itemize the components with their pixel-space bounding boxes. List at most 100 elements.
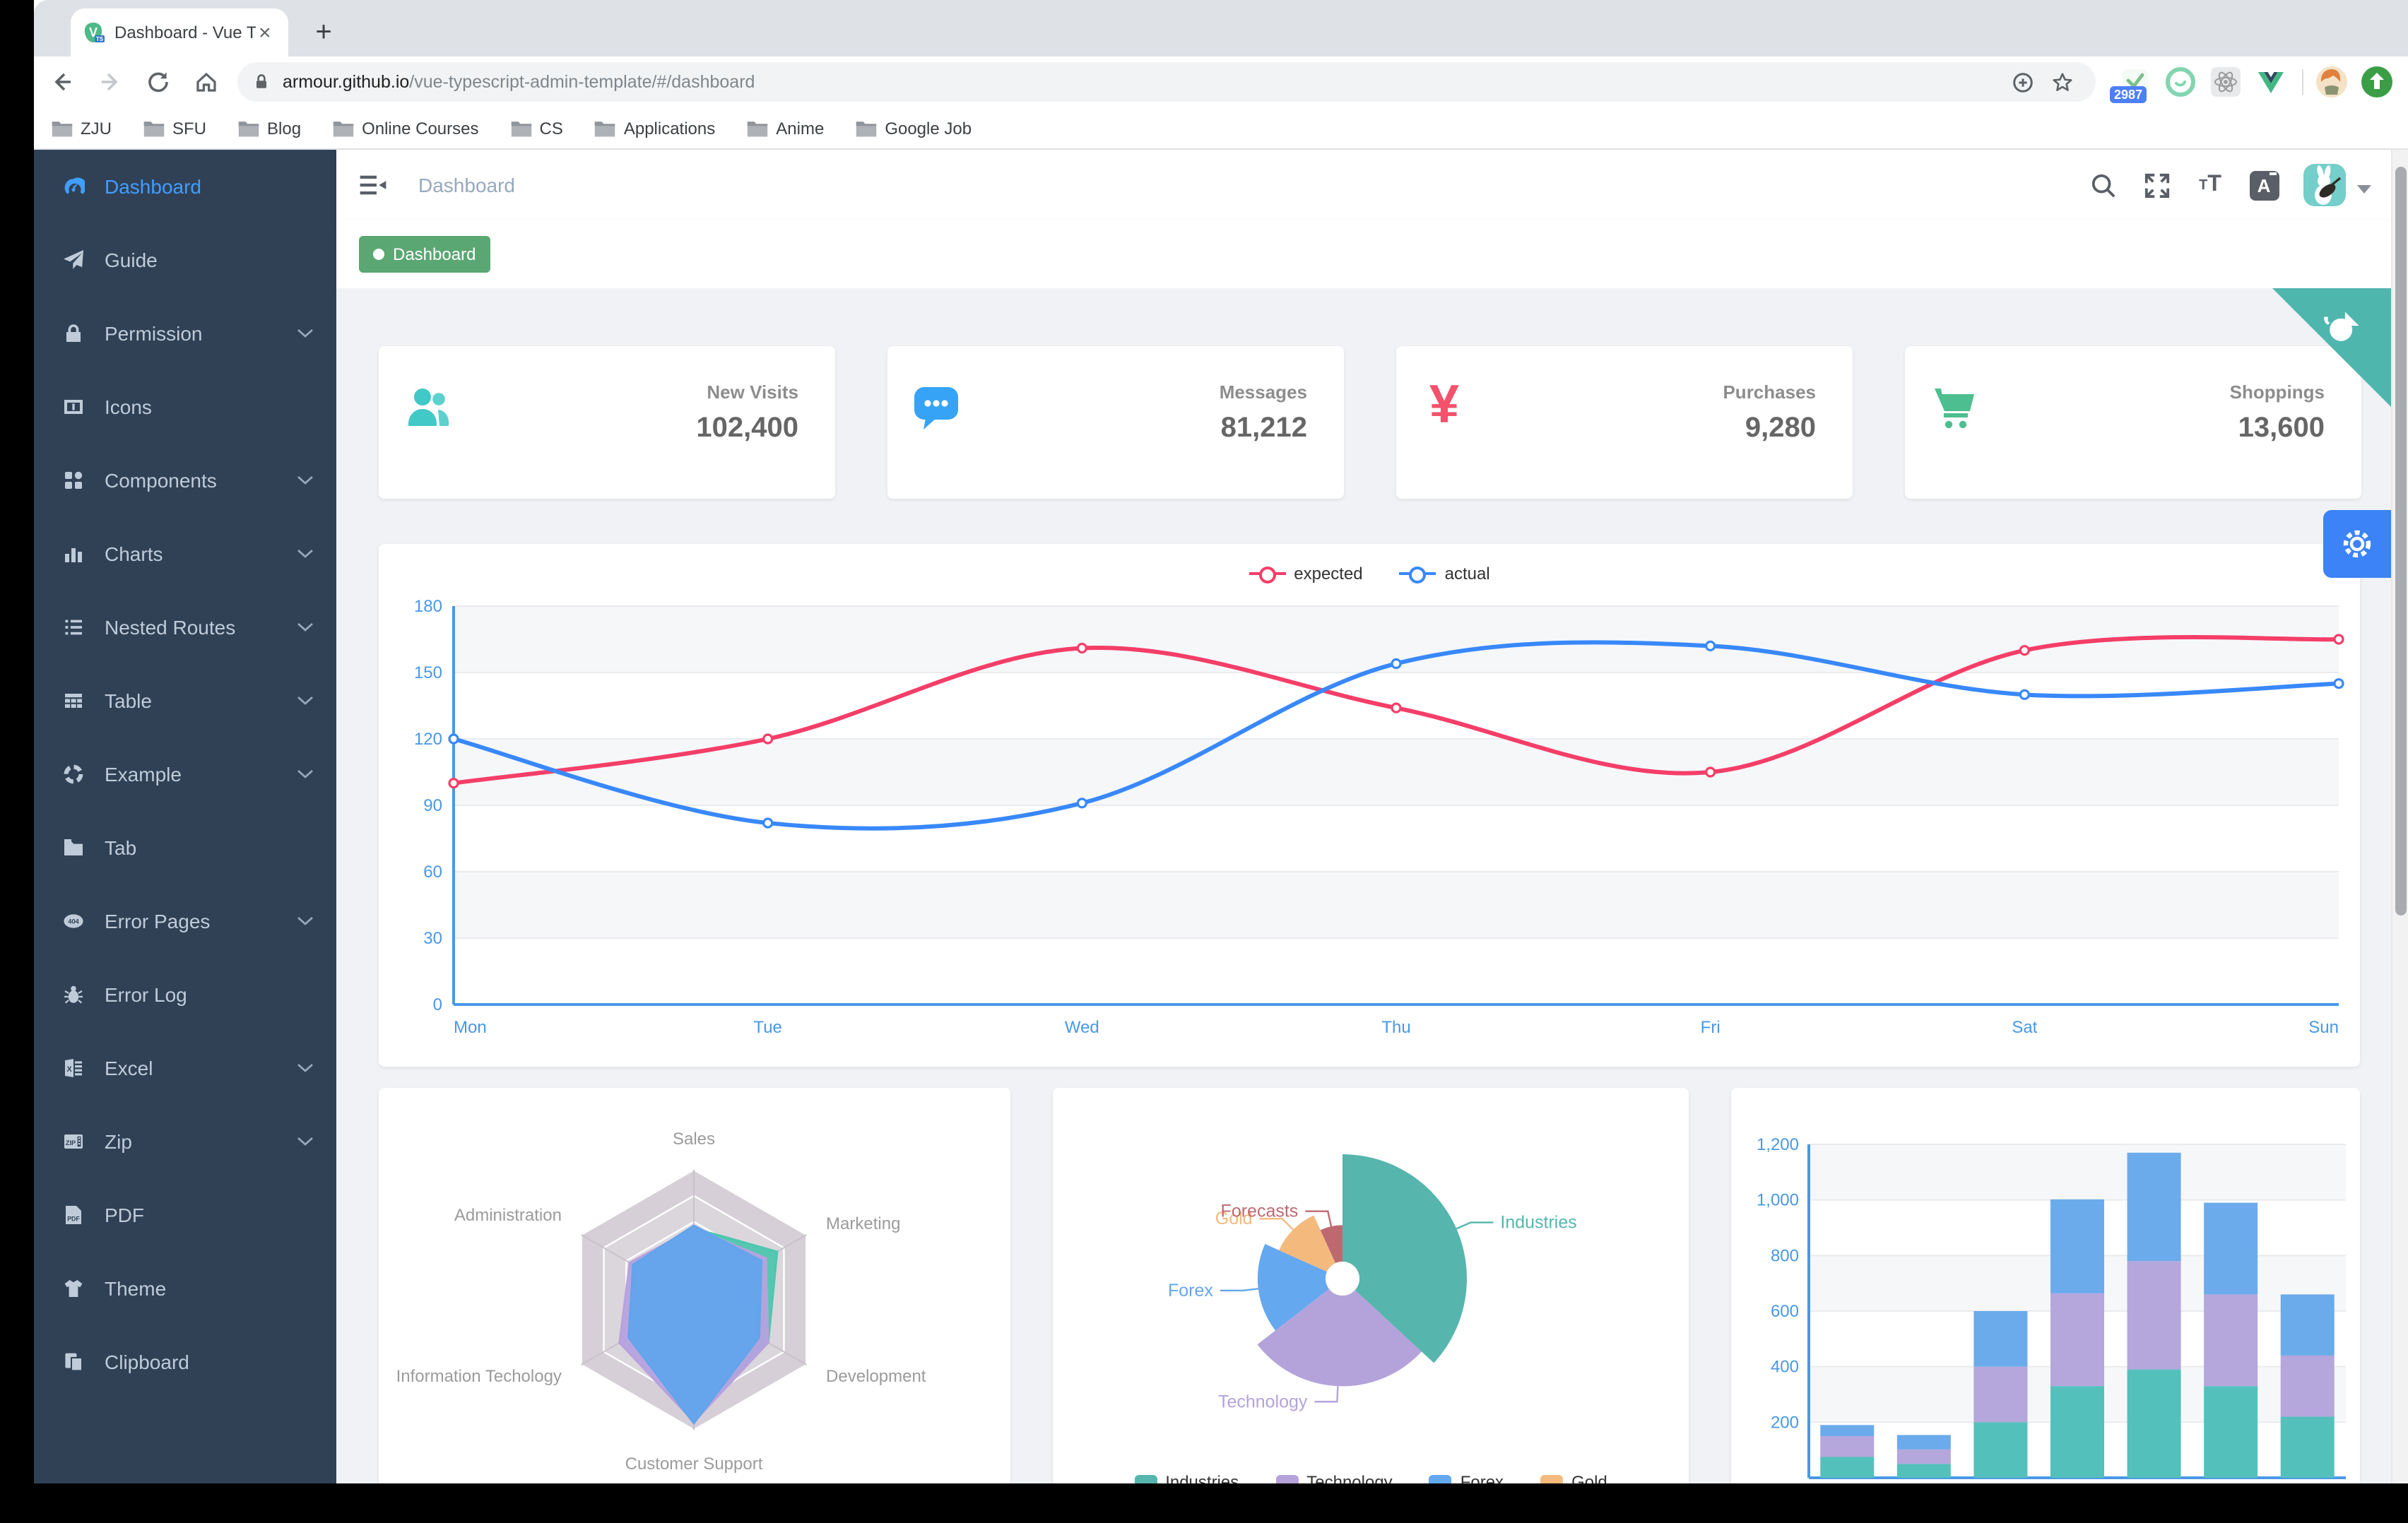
theme-icon (64, 1280, 83, 1297)
stat-value: 9,280 (1745, 413, 1816, 444)
sidebar-item-icons[interactable]: Icons (34, 370, 336, 444)
tab-icon (64, 839, 83, 855)
sidebar-item-example[interactable]: Example (34, 737, 336, 811)
svg-text:ZIP: ZIP (66, 1139, 76, 1146)
chevron-down-icon (297, 549, 313, 558)
legend-label: Gold (1571, 1472, 1607, 1483)
sidebar-item-label: Permission (105, 322, 203, 345)
sidebar-item-tab[interactable]: Tab (34, 811, 336, 884)
sidebar-item-error-pages[interactable]: 404 Error Pages (34, 884, 336, 958)
extension-react-icon[interactable] (2209, 65, 2243, 99)
sidebar-item-label: Components (105, 469, 217, 492)
bookmark-google-job[interactable]: Google Job (855, 118, 972, 138)
pie-legend-item-gold[interactable]: Gold (1540, 1472, 1607, 1483)
legend-label: Forex (1460, 1472, 1504, 1483)
sidebar-item-guide[interactable]: Guide (34, 223, 336, 297)
extension-circle-icon[interactable] (2164, 65, 2197, 99)
radar-chart-panel: Sales Marketing Development Customer Suppor… (379, 1088, 1010, 1483)
browser-update-icon[interactable] (2360, 65, 2394, 99)
caret-down-icon[interactable] (2357, 185, 2371, 194)
search-icon[interactable] (2083, 165, 2123, 205)
sidebar-item-label: Error Pages (105, 910, 211, 932)
translate-icon[interactable]: A (2244, 165, 2284, 205)
browser-tab[interactable]: V TS Dashboard - Vue Typescript Ad × (71, 8, 288, 57)
reload-button[interactable] (138, 62, 178, 102)
stat-card-new-visits[interactable]: New Visits 102,400 (379, 346, 835, 499)
sidebar-item-label: Example (105, 763, 182, 786)
breadcrumb[interactable]: Dashboard (418, 174, 515, 196)
extension-vue-icon[interactable] (2254, 65, 2288, 99)
chevron-down-icon (297, 1063, 313, 1072)
stat-card-purchases[interactable]: ¥ Purchases 9,280 (1396, 346, 1853, 499)
bookmark-cs[interactable]: CS (510, 118, 563, 138)
bookmark-blog[interactable]: Blog (237, 118, 301, 138)
bookmark-applications[interactable]: Applications (594, 118, 715, 138)
fullscreen-icon[interactable] (2137, 165, 2176, 205)
bookmark-label: Anime (776, 118, 825, 138)
sidebar-item-clipboard[interactable]: Clipboard (34, 1325, 336, 1399)
sidebar-item-nested-routes[interactable]: Nested Routes (34, 591, 336, 664)
user-avatar[interactable] (2303, 164, 2346, 206)
stat-value: 81,212 (1220, 413, 1307, 444)
sidebar-item-pdf[interactable]: PDF PDF (34, 1178, 336, 1252)
back-button[interactable] (42, 62, 82, 102)
settings-gear-button[interactable] (2323, 510, 2391, 578)
bookmark-star-icon[interactable] (2042, 62, 2082, 102)
hamburger-icon[interactable] (359, 171, 387, 199)
chevron-down-icon (297, 475, 313, 485)
bookmark-zju[interactable]: ZJU (51, 118, 112, 138)
sidebar-item-excel[interactable]: X Excel (34, 1031, 336, 1105)
tag-label: Dashboard (393, 244, 476, 264)
money-icon: ¥ (1429, 383, 1459, 431)
sidebar-item-theme[interactable]: Theme (34, 1252, 336, 1325)
page-scrollbar[interactable] (2391, 150, 2408, 1483)
pie-legend-item-industries[interactable]: Industries (1134, 1472, 1239, 1483)
address-bar[interactable]: armour.github.io/vue-typescript-admin-te… (237, 62, 2096, 102)
bookmark-sfu[interactable]: SFU (143, 118, 206, 138)
legend-item-expected[interactable]: expected (1249, 564, 1363, 583)
pie-legend-item-technology[interactable]: Technology (1275, 1472, 1393, 1483)
svg-text:Fri: Fri (1701, 1018, 1721, 1037)
sidebar-item-label: Guide (105, 249, 158, 271)
sidebar-item-permission[interactable]: Permission (34, 297, 336, 370)
bookmark-label: Blog (267, 118, 302, 138)
vue-ts-favicon-icon: V TS (84, 23, 105, 42)
sidebar: Dashboard Guide Permission Icons Components C… (34, 150, 336, 1483)
components-icon (65, 471, 83, 489)
sidebar-item-dashboard[interactable]: Dashboard (34, 150, 336, 223)
zoom-page-icon[interactable] (2002, 62, 2042, 102)
route-tag[interactable]: Dashboard (359, 236, 490, 273)
svg-text:180: 180 (414, 597, 442, 616)
legend-item-actual[interactable]: actual (1399, 564, 1490, 583)
bookmark-anime[interactable]: Anime (746, 118, 824, 138)
tab-close-icon[interactable]: × (259, 20, 271, 45)
extension-check-icon[interactable]: 2987 (2110, 65, 2152, 103)
new-tab-button[interactable]: + (315, 16, 332, 47)
sidebar-item-zip[interactable]: ZIP Zip (34, 1105, 336, 1178)
svg-text:Industries: Industries (1500, 1213, 1576, 1233)
browser-toolbar: armour.github.io/vue-typescript-admin-te… (34, 57, 2408, 107)
toolbar-separator (2302, 69, 2303, 95)
stat-card-shoppings[interactable]: Shoppings 13,600 (1905, 346, 2361, 499)
sidebar-item-components[interactable]: Components (34, 444, 336, 517)
sidebar-item-label: Nested Routes (105, 616, 236, 639)
legend-label: Technology (1306, 1472, 1393, 1483)
lock-icon (66, 324, 81, 342)
forward-button[interactable] (90, 62, 130, 102)
svg-text:Thu: Thu (1381, 1018, 1410, 1037)
stat-card-messages[interactable]: Messages 81,212 (887, 346, 1344, 499)
lock-icon (256, 74, 266, 88)
svg-text:Gold: Gold (1215, 1209, 1253, 1228)
bookmark-online-courses[interactable]: Online Courses (332, 118, 479, 138)
sidebar-item-error-log[interactable]: Error Log (34, 958, 336, 1031)
sidebar-item-label: Charts (105, 543, 163, 565)
sidebar-item-table[interactable]: Table (34, 664, 336, 737)
pie-legend-item-forex[interactable]: Forex (1429, 1472, 1504, 1483)
github-corner-ribbon[interactable] (2272, 288, 2391, 407)
sidebar-item-charts[interactable]: Charts (34, 517, 336, 591)
profile-avatar[interactable] (2315, 65, 2349, 99)
scrollbar-thumb[interactable] (2395, 167, 2407, 915)
browser-window: V TS Dashboard - Vue Typescript Ad × + (34, 0, 2408, 1483)
home-button[interactable] (187, 62, 226, 102)
